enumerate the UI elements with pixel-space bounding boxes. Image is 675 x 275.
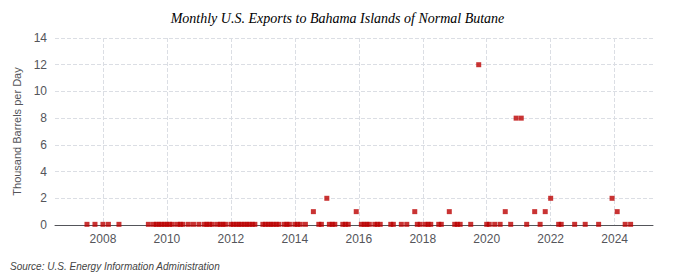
svg-text:8: 8 — [40, 111, 47, 125]
svg-text:14: 14 — [34, 31, 48, 45]
svg-text:2020: 2020 — [473, 232, 500, 246]
svg-text:2022: 2022 — [537, 232, 564, 246]
svg-text:2012: 2012 — [218, 232, 245, 246]
svg-text:12: 12 — [34, 58, 48, 72]
svg-text:2014: 2014 — [281, 232, 308, 246]
svg-text:Source: U.S. Energy Informatio: Source: U.S. Energy Information Administ… — [10, 261, 220, 272]
svg-text:10: 10 — [34, 84, 48, 98]
svg-text:2008: 2008 — [90, 232, 117, 246]
svg-text:2010: 2010 — [154, 232, 181, 246]
svg-text:6: 6 — [40, 138, 47, 152]
svg-text:Monthly U.S. Exports to Bahama: Monthly U.S. Exports to Bahama Islands o… — [170, 11, 505, 26]
svg-text:2: 2 — [40, 191, 47, 205]
svg-text:4: 4 — [40, 165, 47, 179]
svg-text:2018: 2018 — [409, 232, 436, 246]
svg-text:Thousand Barrels per Day: Thousand Barrels per Day — [11, 67, 23, 196]
svg-text:2016: 2016 — [345, 232, 372, 246]
svg-text:2024: 2024 — [601, 232, 628, 246]
svg-text:0: 0 — [40, 218, 47, 232]
